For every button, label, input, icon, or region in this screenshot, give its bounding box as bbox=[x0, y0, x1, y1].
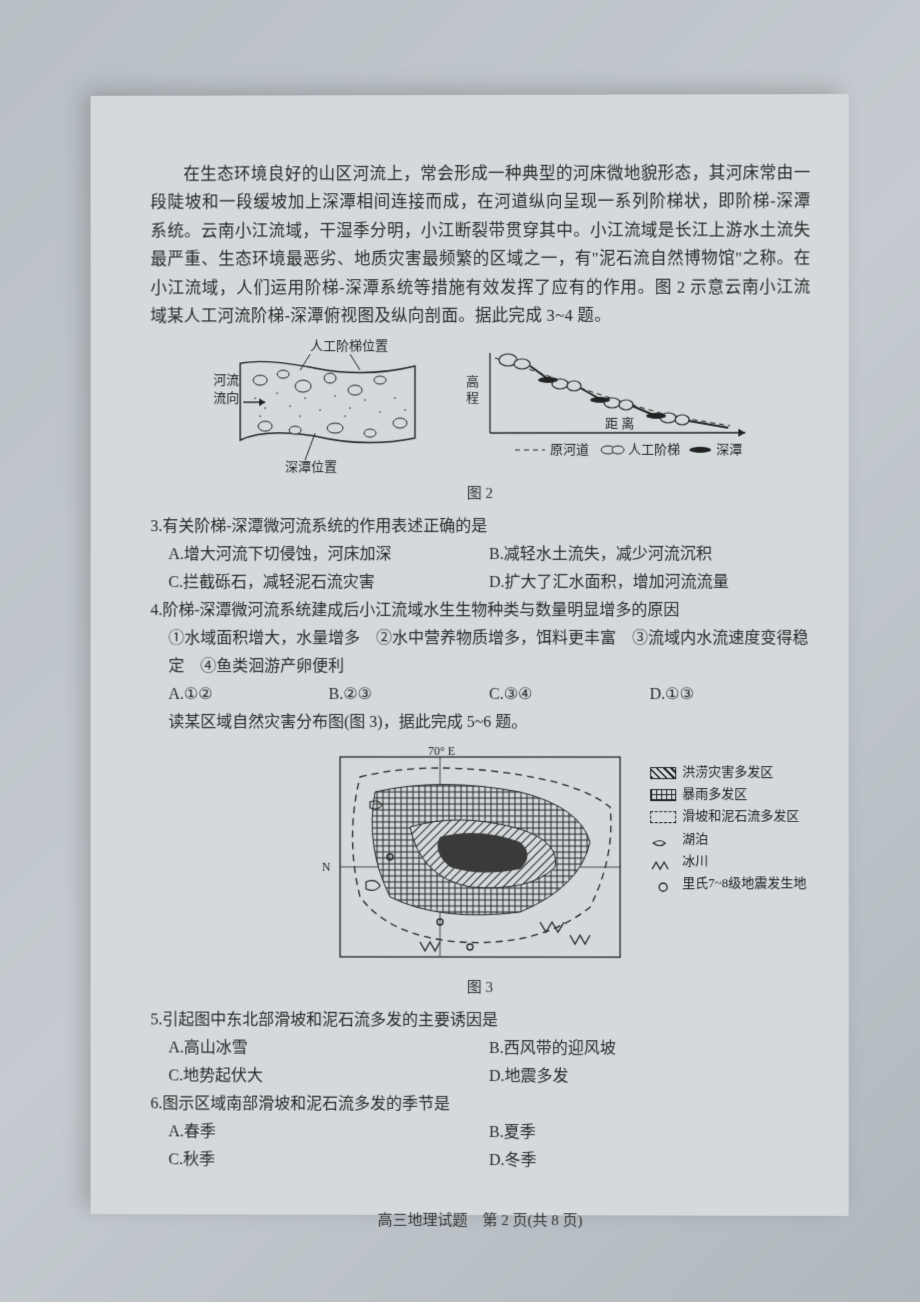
q5-A: A.高山冰雪 bbox=[168, 1035, 489, 1064]
q4-items: ①水域面积增大，水量增多 ②水中营养物质增多，饵料更丰富 ③流域内水流速度变得稳… bbox=[168, 625, 810, 681]
exam-page: 在生态环境良好的山区河流上，常会形成一种典型的河床微地貌形态，其河床常由一段陡坡… bbox=[91, 94, 849, 1216]
label-y1: 高 bbox=[466, 374, 479, 389]
question-4: 4.阶梯-深潭微河流系统建成后小江流域水生生物种类与数量明显增多的原因 ①水域面… bbox=[150, 597, 810, 709]
legend-c: 深潭 bbox=[716, 442, 742, 457]
legend-a: 原河道 bbox=[550, 442, 589, 457]
q3-D: D.扩大了汇水面积，增加河流流量 bbox=[489, 569, 810, 597]
figure-3: 70° E 40° N 洪涝灾害多发区 bbox=[150, 747, 810, 973]
figure-2-row: 人工阶梯位置 bbox=[150, 338, 810, 479]
label-y2: 程 bbox=[466, 390, 479, 405]
q4-A: A.①② bbox=[168, 681, 328, 709]
q4-C: C.③④ bbox=[489, 681, 650, 709]
q3-C: C.拦截砾石，减轻泥石流灾害 bbox=[168, 569, 489, 597]
q3-stem: 3.有关阶梯-深潭微河流系统的作用表述正确的是 bbox=[150, 513, 810, 541]
q6-C: C.秋季 bbox=[168, 1147, 489, 1176]
q5-D: D.地震多发 bbox=[489, 1063, 810, 1092]
question-6: 6.图示区域南部滑坡和泥石流多发的季节是 A.春季 B.夏季 C.秋季 D.冬季 bbox=[150, 1091, 810, 1176]
label-left1: 河流 bbox=[213, 373, 239, 388]
figure-2-left: 人工阶梯位置 bbox=[205, 338, 430, 478]
q6-B: B.夏季 bbox=[489, 1119, 810, 1148]
q6-D: D.冬季 bbox=[489, 1147, 810, 1176]
q3-A: A.增大河流下切侵蚀，河床加深 bbox=[168, 541, 489, 569]
passage-text: 在生态环境良好的山区河流上，常会形成一种典型的河床微地貌形态，其河床常由一段陡坡… bbox=[150, 159, 810, 330]
lon: 70° E bbox=[428, 747, 455, 758]
legend-slide: 滑坡和泥石流多发区 bbox=[650, 806, 806, 828]
legend-glacier: 冰川 bbox=[650, 850, 806, 872]
q4-options: A.①② B.②③ C.③④ D.①③ bbox=[168, 681, 810, 709]
q5-stem: 5.引起图中东北部滑坡和泥石流多发的主要诱因是 bbox=[150, 1007, 810, 1036]
q6-A: A.春季 bbox=[168, 1119, 489, 1148]
legend-flood: 洪涝灾害多发区 bbox=[650, 761, 806, 783]
legend-lake: 湖泊 bbox=[650, 828, 806, 850]
figure-3-caption: 图 3 bbox=[150, 976, 810, 998]
q5-B: B.西风带的迎风坡 bbox=[489, 1035, 810, 1064]
question-5: 5.引起图中东北部滑坡和泥石流多发的主要诱因是 A.高山冰雪 B.西风带的迎风坡… bbox=[150, 1007, 810, 1092]
q4-B: B.②③ bbox=[329, 681, 489, 709]
label-bottom: 深潭位置 bbox=[285, 459, 337, 473]
q4-D: D.①③ bbox=[650, 681, 811, 709]
figure-2-caption: 图 2 bbox=[150, 482, 810, 503]
lead-56: 读某区域自然灾害分布图(图 3)，据此完成 5~6 题。 bbox=[168, 709, 810, 737]
question-3: 3.有关阶梯-深潭微河流系统的作用表述正确的是 A.增大河流下切侵蚀，河床加深 … bbox=[150, 513, 810, 597]
legend-quake: 里氏7~8级地震发生地 bbox=[650, 872, 806, 894]
lat: 40° N bbox=[320, 860, 331, 874]
q3-options: A.增大河流下切侵蚀，河床加深 B.减轻水土流失，减少河流沉积 C.拦截砾石，减… bbox=[168, 541, 810, 597]
legend-storm: 暴雨多发区 bbox=[650, 783, 806, 805]
q6-options: A.春季 B.夏季 C.秋季 D.冬季 bbox=[168, 1119, 810, 1176]
legend-b: 人工阶梯 bbox=[628, 442, 680, 457]
page-footer: 高三地理试题 第 2 页(共 8 页) bbox=[150, 1208, 810, 1231]
q6-stem: 6.图示区域南部滑坡和泥石流多发的季节是 bbox=[150, 1091, 810, 1120]
q4-stem: 4.阶梯-深潭微河流系统建成后小江流域水生生物种类与数量明显增多的原因 bbox=[150, 597, 810, 625]
q5-C: C.地势起伏大 bbox=[168, 1063, 489, 1092]
label-top: 人工阶梯位置 bbox=[310, 338, 388, 353]
figure-3-legend: 洪涝灾害多发区 暴雨多发区 滑坡和泥石流多发区 湖泊 冰川 里氏7~8级地震发生… bbox=[650, 761, 806, 894]
q5-options: A.高山冰雪 B.西风带的迎风坡 C.地势起伏大 D.地震多发 bbox=[168, 1035, 810, 1092]
figure-2-right: 高 程 距 离 bbox=[460, 338, 755, 478]
label-x: 距 离 bbox=[605, 416, 634, 431]
q3-B: B.减轻水土流失，减少河流沉积 bbox=[489, 541, 810, 569]
label-left2: 流向 bbox=[213, 391, 239, 406]
